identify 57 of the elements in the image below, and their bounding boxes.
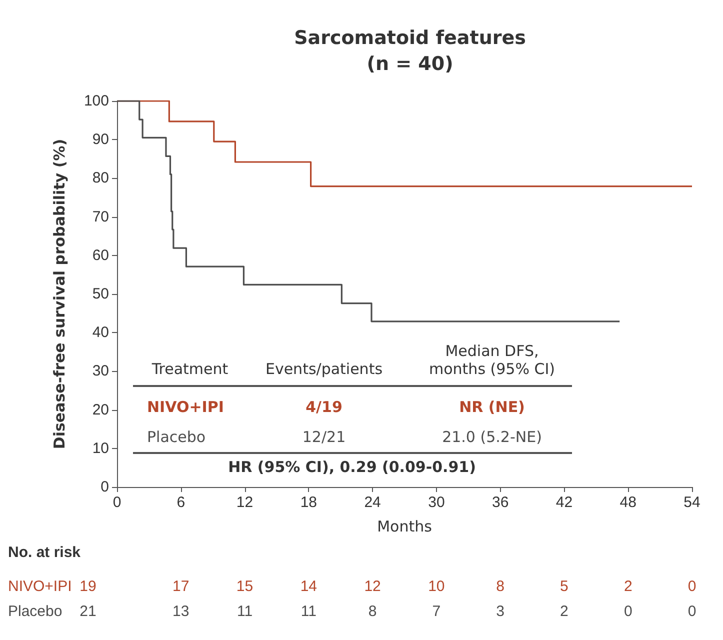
text: 0 — [624, 603, 632, 621]
text: 2 — [624, 578, 632, 596]
annotation: NR (NE) — [459, 398, 525, 416]
text: 2 — [560, 603, 568, 621]
text: Placebo — [147, 428, 206, 446]
y-tick-label: 70 — [92, 208, 109, 226]
text: 17 — [172, 578, 190, 596]
y-tick-label: 50 — [92, 286, 109, 302]
x-tick-label: 6 — [176, 494, 186, 511]
x-axis-title: Months — [377, 518, 432, 536]
x-tick-label: 18 — [300, 494, 318, 511]
text: 19 — [80, 578, 96, 596]
annotation: 21.0 (5.2-NE) — [442, 428, 542, 446]
text: 14 — [300, 578, 317, 596]
y-tick-label: 60 — [92, 246, 109, 264]
text: 10 — [428, 578, 445, 596]
y-axis-title: Disease-free survival probability (%) — [50, 138, 68, 450]
text: 12 — [364, 578, 381, 596]
text: 8 — [368, 603, 377, 621]
y-tick-label: 30 — [92, 362, 109, 380]
y-tick-label: 0 — [100, 478, 109, 496]
x-tick-label: 54 — [684, 494, 700, 511]
text: 7 — [432, 603, 441, 621]
text: Placebo — [8, 603, 62, 620]
annotation: HR (95% CI), 0.29 (0.09-0.91) — [228, 458, 476, 476]
text: 8 — [496, 578, 504, 596]
annotation: Treatment — [152, 360, 228, 378]
text: NIVO+IPI — [8, 578, 72, 595]
x-tick-label: 0 — [112, 494, 122, 511]
text: 0 — [688, 578, 696, 596]
annotation: 12/21 — [302, 428, 346, 446]
y-tick-label: 80 — [92, 170, 109, 187]
annotation: Median DFS, months (95% CI) — [429, 342, 555, 378]
text: 11 — [300, 603, 316, 621]
text: 21 — [80, 603, 96, 621]
x-tick-label: 36 — [492, 494, 509, 511]
x-tick-label: 24 — [364, 494, 381, 511]
x-tick-label: 42 — [556, 494, 573, 511]
x-tick-label: 30 — [428, 494, 445, 511]
y-tick-label: 40 — [92, 324, 109, 342]
text: 13 — [172, 603, 190, 621]
text: 0 — [688, 603, 696, 621]
annotation: 4/19 — [306, 398, 342, 416]
y-tick-label: 10 — [92, 440, 109, 457]
y-tick-label: 100 — [84, 92, 109, 110]
x-tick-label: 48 — [620, 494, 636, 511]
text: 15 — [236, 578, 254, 596]
y-tick-label: 90 — [92, 131, 109, 148]
text: 11 — [236, 603, 253, 621]
y-tick-label: 20 — [92, 401, 109, 418]
text: 5 — [560, 578, 568, 596]
annotation: Events/patients — [265, 360, 383, 378]
x-tick-label: 12 — [236, 494, 254, 511]
chart-title: Sarcomatoid features (n = 40) — [294, 27, 526, 75]
text: NIVO+IPI — [147, 398, 224, 416]
text: No. at risk — [8, 544, 81, 562]
text: 3 — [496, 603, 504, 621]
